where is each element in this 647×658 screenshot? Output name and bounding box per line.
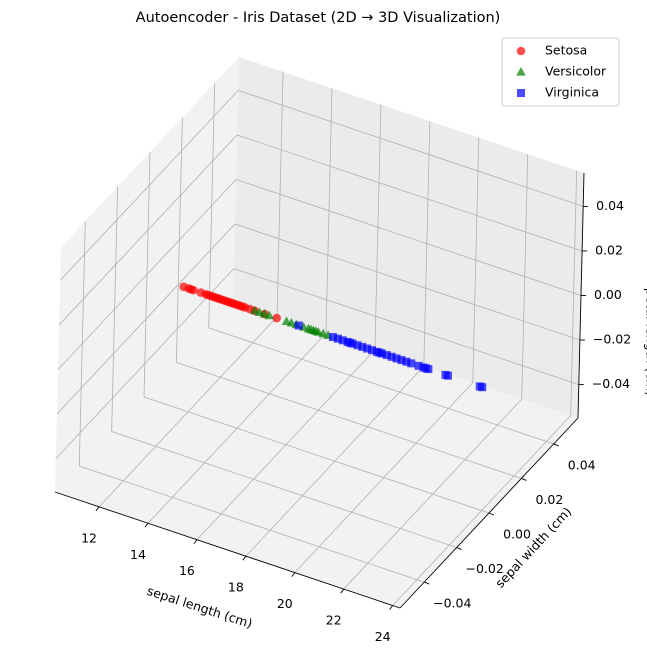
grid-line (111, 431, 457, 548)
y-tick-mark (424, 581, 430, 585)
grid-line (234, 223, 581, 341)
x-tick-mark (389, 605, 394, 610)
x-tick-mark (193, 539, 198, 544)
data-point (264, 310, 275, 320)
grid-line (235, 179, 582, 296)
z-tick-label: 0.02 (595, 242, 623, 257)
x-tick-mark (291, 572, 296, 577)
x-tick-label: 22 (326, 613, 342, 628)
grid-line (58, 134, 238, 326)
y-tick-label: 0.02 (535, 492, 563, 507)
grid-line (143, 396, 490, 514)
legend-box (501, 37, 620, 107)
data-point (358, 342, 367, 351)
grid-line (57, 179, 237, 370)
grid-line (79, 465, 425, 583)
y-tick-mark (521, 478, 527, 481)
data-point (387, 352, 396, 361)
data-point (424, 365, 433, 374)
data-point (397, 356, 406, 365)
data-point (189, 285, 198, 295)
x-tick-mark (242, 555, 247, 561)
legend-marker (516, 46, 526, 56)
data-point (407, 359, 416, 368)
legend-label: Virginica (545, 85, 599, 100)
grid-line (56, 223, 236, 415)
y-tick-label: 0.00 (503, 527, 531, 542)
data-point (478, 383, 487, 392)
z-tick-label: 0.00 (594, 287, 622, 302)
legend-label: Versicolor (545, 64, 607, 79)
z-axis-line (577, 172, 585, 419)
y-tick-label: −0.04 (433, 596, 471, 611)
legend-marker (517, 89, 525, 97)
grid-line (208, 327, 554, 445)
legend: Setosa Versicolor Virginica (501, 37, 620, 107)
chart-title: Autoencoder - Iris Dataset (2D → 3D Visu… (136, 10, 501, 26)
data-point (333, 334, 342, 343)
y-axis-label: sepal width (cm) (492, 504, 574, 591)
data-point (392, 354, 401, 363)
grid-line (233, 268, 579, 385)
y-tick-label: −0.02 (465, 561, 503, 576)
y-tick-mark (553, 443, 559, 447)
grid-line (176, 362, 522, 479)
legend-marker (516, 67, 526, 76)
data-point (272, 313, 281, 323)
data-point (368, 346, 377, 355)
x-tick-label: 12 (81, 530, 97, 545)
y-tick-mark (456, 547, 462, 550)
z-axis-label: petal length (cm) (644, 288, 647, 396)
z-tick-label: −0.02 (593, 332, 631, 347)
grid-line (236, 134, 583, 252)
data-point (363, 344, 372, 353)
data-point (353, 341, 362, 350)
z-tick-label: 0.04 (596, 198, 624, 213)
x-tick-label: 20 (277, 596, 293, 611)
y-tick-label: 0.04 (568, 457, 596, 472)
y-axis-line (399, 417, 579, 609)
x-tick-label: 14 (130, 547, 146, 562)
x-tick-mark (95, 506, 100, 512)
x-axis-line (54, 491, 401, 609)
data-point (338, 336, 347, 345)
y-tick-mark (488, 512, 495, 516)
data-point (294, 321, 303, 330)
data-point (382, 351, 391, 360)
data-point (402, 357, 411, 366)
data-point (414, 361, 423, 370)
data-point (377, 349, 386, 358)
grid-line (59, 90, 239, 281)
data-point (443, 371, 452, 380)
x-tick-mark (144, 522, 149, 528)
z-tick-label: −0.04 (592, 376, 630, 391)
legend-label: Setosa (545, 43, 587, 58)
data-point (328, 333, 337, 342)
x-tick-label: 16 (179, 563, 195, 578)
grid-line (55, 268, 235, 459)
x-tick-label: 18 (228, 580, 244, 595)
data-point (348, 339, 357, 348)
grid-line (238, 90, 584, 207)
x-tick-mark (340, 588, 345, 594)
x-tick-label: 24 (375, 629, 391, 644)
